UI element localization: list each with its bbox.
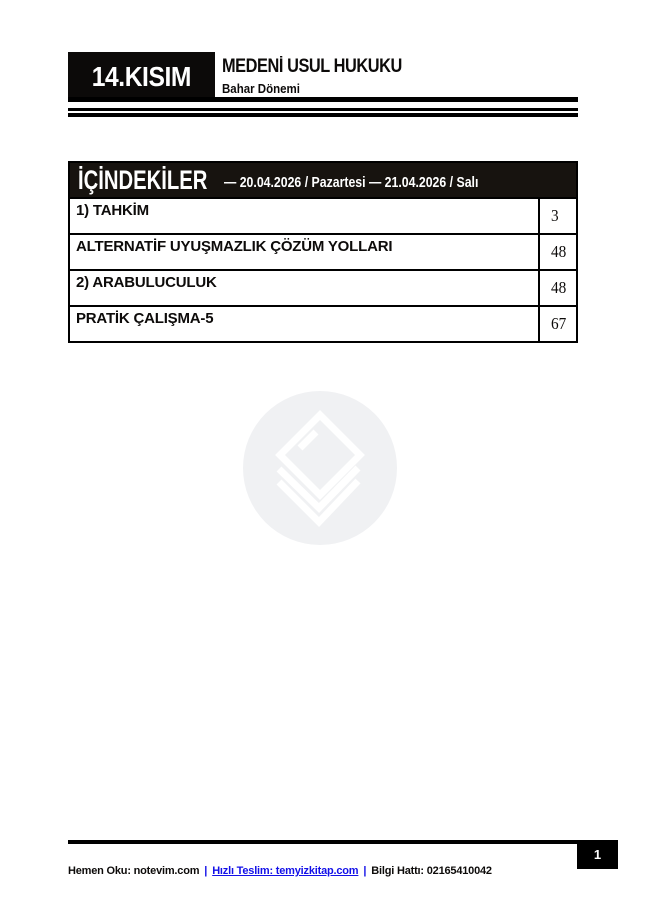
term-label: Bahar Dönemi: [222, 82, 300, 96]
table-row: ALTERNATİF UYUŞMAZLIK ÇÖZÜM YOLLARI 48: [70, 233, 576, 269]
toc-entry-page-cell: 48: [538, 235, 576, 269]
toc-entry-page: 48: [551, 242, 567, 261]
toc-entry-page: 48: [551, 278, 567, 297]
table-row: 1) TAHKİM 3: [70, 197, 576, 233]
footer-read-now: Hemen Oku: notevim.com: [68, 865, 200, 877]
toc-entry-label: PRATİK ÇALIŞMA-5: [76, 310, 214, 327]
section-number-box: 14.KISIM: [68, 52, 215, 101]
footer-rule: [68, 840, 578, 844]
table-of-contents: İÇİNDEKİLER — 20.04.2026 / Pazartesi — 2…: [68, 161, 578, 343]
footer-info-hotline: Bilgi Hattı: 02165410042: [371, 865, 492, 877]
toc-entry-label: 2) ARABULUCULUK: [76, 274, 217, 291]
toc-entry-label: 1) TAHKİM: [76, 202, 149, 219]
stacked-diamonds-icon: [243, 391, 397, 545]
footer-contact-line: Hemen Oku: notevim.com | Hızlı Teslim: tem…: [68, 865, 492, 877]
toc-entry-page: 67: [551, 314, 567, 333]
course-title: MEDENİ USUL HUKUKU: [222, 56, 402, 77]
toc-entry-label: ALTERNATİF UYUŞMAZLIK ÇÖZÜM YOLLARI: [76, 238, 393, 255]
toc-entry-page-cell: 3: [538, 199, 576, 233]
table-row: PRATİK ÇALIŞMA-5 67: [70, 305, 576, 341]
page-number: 1: [593, 847, 602, 862]
header-rule-thick: [68, 113, 578, 117]
toc-title-wrap: İÇİNDEKİLER: [78, 164, 224, 195]
toc-header-bar: İÇİNDEKİLER — 20.04.2026 / Pazartesi — 2…: [70, 163, 576, 197]
header-rule-thin: [68, 108, 578, 111]
footer-separator: |: [363, 865, 367, 877]
toc-title: İÇİNDEKİLER: [78, 164, 208, 195]
footer-separator: |: [204, 865, 208, 877]
footer-delivery-link[interactable]: Hızlı Teslim: temyizkitap.com: [212, 865, 359, 877]
toc-schedule: — 20.04.2026 / Pazartesi — 21.04.2026 / …: [224, 173, 479, 191]
page-number-box: 1: [577, 840, 618, 869]
table-row: 2) ARABULUCULUK 48: [70, 269, 576, 305]
toc-entry-page: 3: [551, 206, 559, 225]
toc-entry-page-cell: 67: [538, 307, 576, 341]
section-number-label: 14.KISIM: [91, 60, 192, 92]
header-rule-top: [68, 97, 578, 102]
toc-entry-page-cell: 48: [538, 271, 576, 305]
